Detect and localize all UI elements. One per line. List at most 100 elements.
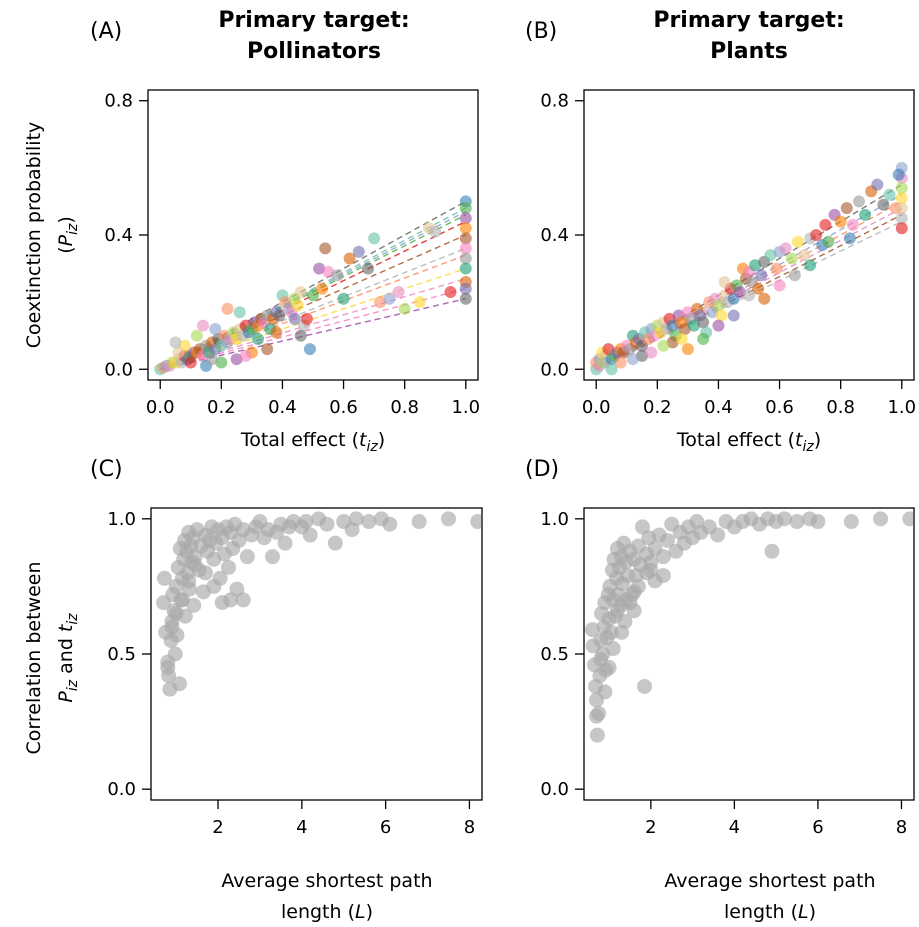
data-point bbox=[877, 198, 890, 211]
data-point bbox=[637, 678, 653, 694]
data-point bbox=[459, 222, 472, 235]
data-point bbox=[444, 286, 457, 299]
data-point bbox=[873, 511, 889, 527]
x-tick-label: 8 bbox=[896, 817, 907, 838]
x-tick-label: 0.0 bbox=[582, 397, 611, 418]
y-axis-label-top-main: Coextinction probability bbox=[23, 122, 45, 349]
data-point bbox=[300, 312, 313, 325]
data-point bbox=[843, 514, 859, 530]
data-point bbox=[459, 292, 472, 305]
data-point bbox=[348, 511, 364, 527]
data-point bbox=[764, 543, 780, 559]
data-point bbox=[235, 592, 251, 608]
data-point bbox=[307, 289, 319, 302]
data-point bbox=[361, 514, 377, 530]
x-axis-label-d-line2: length (L) bbox=[724, 901, 816, 923]
fit-line bbox=[159, 207, 467, 370]
data-point bbox=[883, 188, 896, 201]
plots-layer: 0.0 0.2 0.4 0.6 0.8 1.00.00.40.80.0 0.2 0.4 0.6 0… bbox=[104, 89, 916, 838]
data-point bbox=[470, 514, 481, 530]
x-tick-label: 6 bbox=[380, 817, 391, 838]
x-tick-label: 4 bbox=[296, 817, 307, 838]
y-tick-label: 0.8 bbox=[104, 91, 133, 112]
data-point bbox=[459, 202, 472, 215]
plot-content bbox=[590, 161, 908, 376]
y-tick-label: 0.5 bbox=[540, 644, 569, 665]
data-point bbox=[197, 319, 209, 332]
data-point bbox=[459, 232, 472, 245]
data-point bbox=[697, 333, 710, 346]
data-point bbox=[215, 356, 228, 369]
data-point bbox=[327, 535, 343, 551]
chart-a: 0.0 0.2 0.4 0.6 0.8 1.0 0.0 0.4 0.8 bbox=[104, 89, 480, 418]
data-point bbox=[270, 326, 283, 339]
data-point bbox=[316, 282, 329, 295]
panel-label-b: (B) bbox=[525, 19, 557, 44]
data-point bbox=[798, 249, 810, 262]
data-point bbox=[749, 259, 762, 272]
data-point bbox=[626, 353, 639, 366]
data-point bbox=[712, 299, 725, 312]
data-point bbox=[752, 282, 765, 295]
panel-label-a: (A) bbox=[90, 19, 122, 44]
data-point bbox=[626, 603, 642, 619]
data-point bbox=[429, 225, 442, 238]
x-tick-label: 0.6 bbox=[329, 397, 358, 418]
y-tick-label: 0.0 bbox=[540, 779, 569, 800]
data-point bbox=[593, 651, 609, 667]
data-point bbox=[603, 624, 619, 640]
data-point bbox=[168, 605, 184, 621]
y-tick-label: 0.5 bbox=[107, 644, 136, 665]
data-point bbox=[261, 343, 274, 356]
data-point bbox=[892, 168, 905, 181]
data-point bbox=[265, 549, 281, 565]
data-point bbox=[681, 343, 694, 356]
data-point bbox=[190, 329, 203, 342]
data-point bbox=[459, 282, 472, 295]
x-tick-label: 2 bbox=[645, 817, 656, 838]
y-tick-label: 1.0 bbox=[540, 509, 569, 530]
data-point bbox=[810, 514, 826, 530]
panel-label-d: (D) bbox=[525, 457, 559, 482]
plot-content bbox=[154, 195, 472, 376]
data-point bbox=[440, 511, 456, 527]
data-point bbox=[206, 578, 222, 594]
data-point bbox=[288, 312, 301, 325]
data-point bbox=[322, 265, 335, 278]
data-point bbox=[777, 511, 793, 527]
x-tick-label: 0.4 bbox=[268, 397, 297, 418]
data-point bbox=[221, 302, 234, 315]
x-tick-label: 0.8 bbox=[826, 397, 855, 418]
data-point bbox=[294, 286, 307, 299]
data-point bbox=[589, 708, 605, 724]
x-axis-label-d-line1: Average shortest path bbox=[664, 870, 875, 892]
y-tick-label: 0.0 bbox=[107, 779, 136, 800]
data-point bbox=[239, 549, 255, 565]
data-point bbox=[374, 296, 387, 309]
x-axis-label-b: Total effect (tiz) bbox=[676, 429, 821, 455]
data-point bbox=[785, 252, 798, 265]
data-point bbox=[172, 346, 185, 359]
data-point bbox=[743, 289, 755, 302]
data-point bbox=[413, 296, 426, 309]
x-tick-label: 6 bbox=[812, 817, 823, 838]
data-point bbox=[605, 641, 621, 657]
fit-line bbox=[159, 200, 467, 370]
y-axis-label-bottom-line2: Piz and tiz bbox=[55, 613, 81, 703]
data-point bbox=[770, 262, 783, 275]
data-point bbox=[733, 286, 746, 299]
data-point bbox=[655, 568, 671, 584]
data-point bbox=[755, 269, 768, 282]
x-tick-label: 0.2 bbox=[643, 397, 672, 418]
y-tick-label: 0.4 bbox=[104, 225, 133, 246]
plot-content bbox=[156, 511, 481, 697]
data-point bbox=[791, 235, 804, 248]
data-point bbox=[840, 202, 853, 215]
data-point bbox=[822, 235, 835, 248]
data-point bbox=[639, 565, 655, 581]
data-point bbox=[383, 292, 396, 305]
data-point bbox=[184, 356, 197, 369]
data-point bbox=[233, 306, 246, 319]
fit-line bbox=[159, 220, 467, 370]
